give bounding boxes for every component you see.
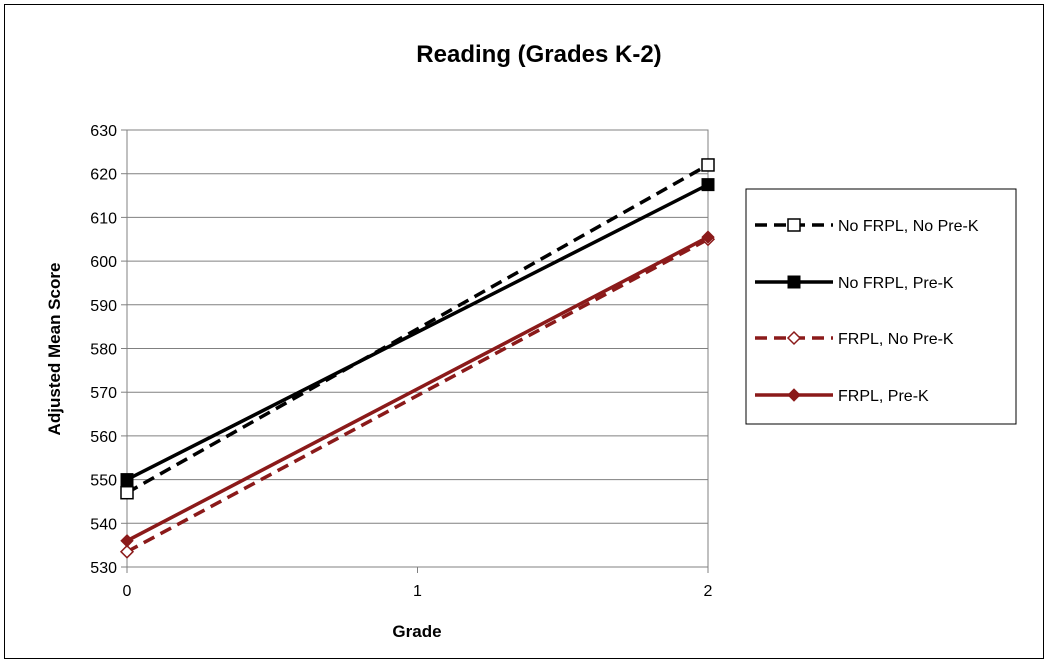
legend-label: No FRPL, No Pre-K — [838, 218, 979, 235]
series-line — [126, 183, 709, 482]
data-point — [120, 534, 134, 548]
y-tick-label: 560 — [90, 429, 117, 446]
data-point — [120, 485, 134, 500]
legend-label: No FRPL, Pre-K — [838, 275, 954, 292]
series-0 — [120, 158, 715, 500]
y-tick-label: 540 — [90, 516, 117, 533]
y-tick-label: 630 — [90, 123, 117, 140]
legend-label: FRPL, No Pre-K — [838, 331, 954, 348]
legend-item: FRPL, Pre-K — [755, 388, 929, 405]
y-tick-label: 600 — [90, 254, 117, 271]
y-tick-label: 610 — [90, 210, 117, 227]
y-axis-ticks: 530 540 550 560 570 580 590 600 610 620 630 — [90, 123, 127, 577]
data-point — [701, 158, 715, 172]
data-point — [119, 544, 135, 559]
legend: No FRPL, No Pre-K No FRPL, Pre-K FRPL, No … — [755, 218, 979, 405]
legend-swatch-marker — [787, 218, 801, 232]
series-line — [126, 237, 709, 554]
legend-item: No FRPL, No Pre-K — [755, 218, 979, 235]
y-tick-label: 620 — [90, 167, 117, 184]
data-point — [701, 230, 715, 244]
legend-swatch-marker — [786, 330, 802, 346]
legend-label: FRPL, Pre-K — [838, 388, 929, 405]
legend-item: No FRPL, Pre-K — [755, 275, 954, 292]
x-axis-title: Grade — [392, 622, 441, 641]
y-tick-label: 570 — [90, 385, 117, 402]
x-tick-label: 0 — [123, 583, 132, 600]
y-axis-title: Adjusted Mean Score — [45, 263, 64, 436]
legend-swatch-marker — [787, 275, 801, 289]
series-3 — [120, 230, 715, 548]
data-point — [120, 473, 134, 487]
gridlines — [127, 129, 708, 524]
y-tick-label: 590 — [90, 298, 117, 315]
y-tick-label: 530 — [90, 560, 117, 577]
series-1 — [120, 178, 715, 487]
chart-title: Reading (Grades K-2) — [416, 41, 661, 68]
y-tick-label: 580 — [90, 342, 117, 359]
legend-swatch-marker — [787, 388, 801, 402]
x-tick-label: 1 — [413, 583, 422, 600]
series-line — [126, 235, 709, 543]
series-line — [126, 163, 709, 495]
series-layer — [119, 158, 716, 559]
y-tick-label: 550 — [90, 473, 117, 490]
x-tick-label: 2 — [704, 583, 713, 600]
data-point — [701, 178, 715, 192]
x-axis-ticks: 0 1 2 — [123, 567, 713, 600]
legend-item: FRPL, No Pre-K — [755, 330, 954, 348]
